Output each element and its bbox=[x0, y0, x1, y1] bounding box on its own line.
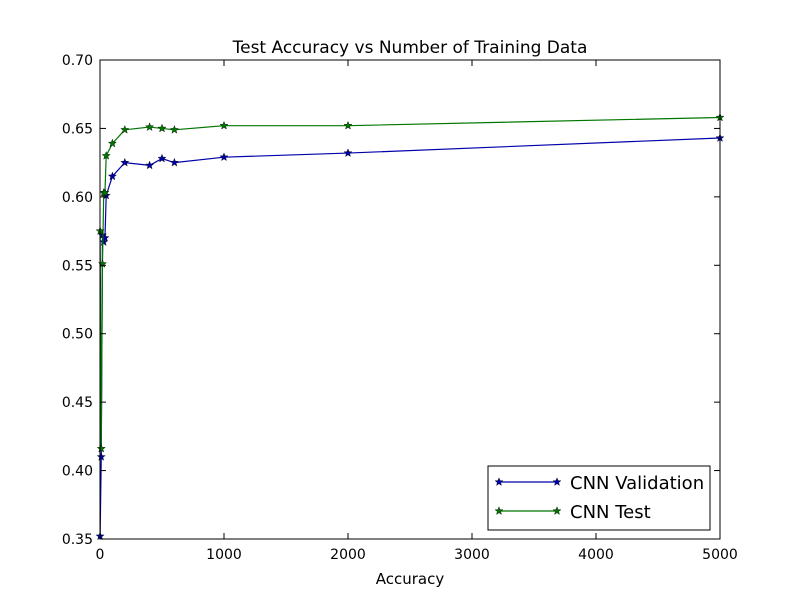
x-tick-label: 3000 bbox=[454, 547, 490, 563]
legend-label: CNN Test bbox=[570, 502, 651, 523]
data-point bbox=[343, 148, 353, 157]
data-point bbox=[145, 122, 155, 131]
x-tick-label: 5000 bbox=[702, 547, 738, 563]
data-point bbox=[100, 187, 110, 197]
data-point bbox=[157, 123, 167, 133]
x-tick-label: 4000 bbox=[578, 547, 614, 563]
legend-marker bbox=[552, 506, 562, 515]
data-point bbox=[169, 157, 179, 167]
x-tick-label: 0 bbox=[96, 547, 105, 563]
data-point bbox=[107, 171, 117, 181]
data-point bbox=[96, 452, 106, 461]
series-line bbox=[99, 116, 721, 449]
data-point bbox=[219, 120, 229, 130]
legend-marker bbox=[494, 506, 504, 515]
data-point bbox=[107, 138, 117, 148]
legend-marker bbox=[552, 477, 562, 486]
data-point bbox=[169, 125, 179, 134]
x-tick-label: 1000 bbox=[206, 547, 242, 563]
y-tick-label: 0.60 bbox=[62, 190, 93, 206]
y-tick-label: 0.55 bbox=[62, 258, 93, 274]
y-tick-label: 0.50 bbox=[62, 327, 93, 343]
y-tick-label: 0.35 bbox=[62, 532, 93, 548]
legend: CNN Validation CNN Test bbox=[487, 465, 711, 531]
chart-title: Test Accuracy vs Number of Training Data bbox=[232, 38, 588, 58]
x-tick-label: 2000 bbox=[330, 547, 366, 563]
y-tick-label: 0.65 bbox=[62, 121, 93, 137]
data-point bbox=[157, 153, 167, 163]
data-point bbox=[343, 120, 353, 130]
data-point bbox=[96, 443, 106, 453]
y-tick-label: 0.70 bbox=[62, 53, 93, 69]
data-point bbox=[145, 160, 155, 170]
legend-marker bbox=[494, 477, 504, 486]
x-axis-label: Accuracy bbox=[376, 570, 445, 588]
legend-label: CNN Validation bbox=[570, 473, 704, 494]
y-tick-label: 0.45 bbox=[62, 395, 93, 411]
data-point bbox=[219, 152, 229, 162]
data-point bbox=[101, 151, 111, 160]
data-point bbox=[120, 125, 130, 134]
legend-box bbox=[487, 465, 711, 531]
plot-frame bbox=[99, 59, 721, 540]
data-point bbox=[120, 157, 130, 167]
y-tick-label: 0.40 bbox=[62, 464, 93, 480]
data-point bbox=[100, 233, 110, 242]
